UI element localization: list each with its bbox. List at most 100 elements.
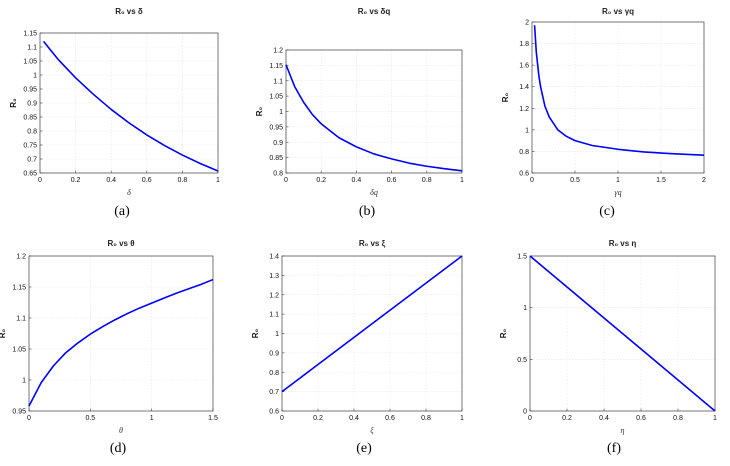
y-axis-label: R₀	[9, 98, 18, 108]
x-tick-label: 0.4	[352, 177, 362, 184]
grid-lines	[281, 255, 463, 412]
x-tick-label: 0.6	[636, 415, 646, 422]
x-tick-label: 1	[460, 177, 464, 184]
y-tick-label: 0.8	[269, 370, 279, 377]
caption-b: (b)	[358, 204, 376, 219]
chart-title: R₀ vs δq	[358, 7, 391, 16]
y-tick-label: 0.7	[269, 389, 279, 396]
y-tick-label: 0.8	[519, 149, 529, 156]
y-tick-label: 1.05	[23, 59, 37, 66]
x-tick-label: 0.6	[385, 415, 395, 422]
plot-frame	[529, 255, 716, 412]
y-tick-label: 1	[279, 109, 283, 116]
y-tick-label: 0.5	[517, 357, 527, 364]
y-tick-label: 1.3	[269, 273, 279, 280]
x-tick-label: 0	[27, 415, 31, 422]
grid-lines	[39, 32, 219, 174]
chart-title: R₀ vs η	[609, 239, 637, 248]
x-tick-label: 0.8	[178, 177, 188, 184]
x-tick-label: 1	[216, 177, 220, 184]
y-tick-label: 0.65	[23, 171, 37, 178]
y-tick-label: 1.1	[269, 312, 279, 319]
y-tick-label: 0.85	[269, 155, 283, 162]
y-tick-label: 1.05	[12, 347, 26, 354]
series-line	[533, 25, 705, 156]
caption-e: (e)	[356, 441, 372, 456]
x-tick-label: 0.8	[421, 415, 431, 422]
chart-f: 0 0.2 0.4 0.6 0.8 1 0 0.5 1 1.5 R₀ vs η η R₀	[499, 239, 717, 435]
y-tick-label: 1.1	[273, 78, 283, 85]
y-tick-label: 1.15	[12, 285, 26, 292]
y-tick-label: 1.4	[269, 254, 279, 261]
series-line	[281, 255, 463, 393]
chart-title: R₀ vs θ	[107, 239, 134, 248]
y-tick-label: 1.2	[519, 106, 529, 113]
y-tick-label: 0	[523, 409, 527, 416]
x-tick-label: 0	[280, 415, 284, 422]
x-tick-label: 0	[530, 177, 534, 184]
chart-a: 0 0.2 0.4 0.6 0.8 1 0.65 0.7 0.75 0.8 0.85 0.9 0.95 1…	[9, 7, 220, 197]
y-tick-label: 1	[523, 305, 527, 312]
y-tick-label: 1.8	[519, 41, 529, 48]
x-tick-label: 0.4	[106, 177, 116, 184]
y-tick-label: 1.15	[23, 31, 37, 38]
y-axis-label: R₀	[499, 328, 508, 338]
chart-title: R₀ vs γq	[602, 7, 634, 16]
y-tick-label: 0.8	[273, 171, 283, 178]
x-tick-label: 0.5	[85, 415, 95, 422]
y-tick-label: 0.95	[12, 409, 26, 416]
x-tick-label: 0	[528, 415, 532, 422]
x-axis-label: θ	[119, 426, 123, 435]
chart-title: R₀ vs δ	[115, 7, 143, 16]
y-tick-label: 1.1	[27, 45, 37, 52]
caption-a: (a)	[114, 204, 130, 219]
y-tick-label: 0.7	[27, 157, 37, 164]
y-tick-label: 1	[33, 73, 37, 80]
x-tick-label: 0.6	[142, 177, 152, 184]
plot-frame	[28, 255, 214, 412]
x-axis-label: δ	[127, 188, 131, 197]
grid-lines	[28, 255, 214, 412]
x-tick-label: 1.5	[208, 415, 218, 422]
x-tick-label: 0.2	[562, 415, 572, 422]
x-axis-label: δq	[370, 188, 378, 197]
chart-e: 0 0.2 0.4 0.6 0.8 1 0.6 0.7 0.8 0.9 1 1.1 1.2 1.3 1.4 R…	[251, 239, 464, 435]
y-tick-label: 1.05	[269, 94, 283, 101]
series-line	[42, 40, 219, 172]
caption-d: (d)	[109, 441, 127, 456]
y-tick-label: 0.9	[27, 101, 37, 108]
x-axis-label: γq	[614, 188, 621, 197]
y-tick-label: 1.15	[269, 63, 283, 70]
y-tick-label: 0.85	[23, 115, 37, 122]
caption-c: (c)	[599, 204, 615, 219]
series-line	[28, 278, 214, 407]
x-tick-label: 0	[284, 177, 288, 184]
y-tick-label: 1.2	[16, 254, 26, 261]
x-tick-label: 1.5	[656, 177, 666, 184]
x-tick-label: 1	[616, 177, 620, 184]
y-tick-label: 1.6	[519, 63, 529, 70]
x-tick-label: 2	[702, 177, 706, 184]
y-tick-label: 0.8	[27, 129, 37, 136]
chart-title: R₀ vs ξ	[359, 239, 386, 248]
y-tick-label: 0.9	[269, 350, 279, 357]
y-tick-label: 1.2	[269, 292, 279, 299]
grid-lines	[531, 21, 705, 174]
y-tick-label: 2	[525, 20, 529, 27]
y-tick-label: 1.5	[517, 254, 527, 261]
y-axis-label: R₀	[0, 328, 7, 338]
chart-b: 0 0.2 0.4 0.6 0.8 1 0.8 0.85 0.9 0.95 1 1.05 1.1 1.15…	[255, 7, 464, 197]
x-axis-label: ξ	[370, 426, 374, 435]
y-tick-label: 0.6	[269, 409, 279, 416]
y-axis-label: R₀	[255, 106, 264, 116]
y-tick-label: 1	[275, 331, 279, 338]
x-tick-label: 1	[460, 415, 464, 422]
y-axis-label: R₀	[501, 92, 510, 102]
y-tick-label: 1.1	[16, 316, 26, 323]
y-tick-label: 1	[22, 378, 26, 385]
chart-d: 0 0.5 1 1.5 0.95 1 1.05 1.1 1.15 1.2 R₀ vs θ θ R₀	[0, 239, 218, 435]
x-tick-label: 0.2	[316, 177, 326, 184]
y-tick-label: 1	[525, 127, 529, 134]
x-tick-label: 0	[38, 177, 42, 184]
x-tick-label: 0.8	[673, 415, 683, 422]
